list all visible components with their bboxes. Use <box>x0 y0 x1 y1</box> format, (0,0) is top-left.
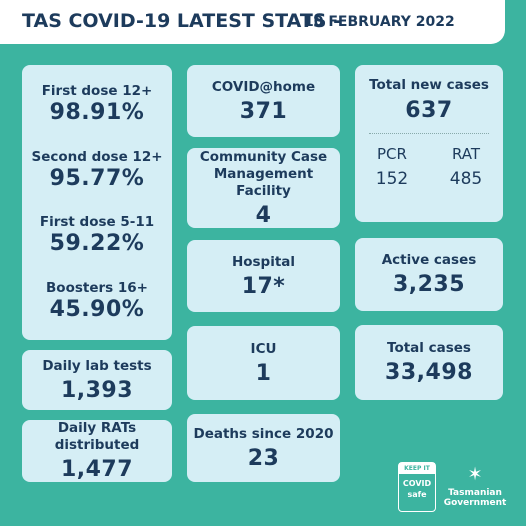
stat-value: 23 <box>247 445 280 471</box>
stat-label: Total new cases <box>369 77 489 93</box>
stat-value: 485 <box>449 169 483 189</box>
stat-label: Daily lab tests <box>42 357 152 374</box>
stat-value: 1,477 <box>60 457 134 482</box>
stat-value: 4 <box>255 202 272 228</box>
header: TAS COVID-19 LATEST STATS - 10 FEBRUARY … <box>0 0 505 44</box>
stat-label: PCR <box>377 145 407 163</box>
stat-panel: Community Case Management Facility 4 <box>187 148 340 228</box>
stat-label: First dose 12+ <box>41 82 153 99</box>
government-logo: ✶ Tasmanian Government <box>440 462 510 508</box>
stat-panel: Daily lab tests 1,393 <box>22 350 172 410</box>
stat-value: 95.77% <box>49 165 145 191</box>
divider <box>369 133 489 134</box>
stat-value: 152 <box>375 169 409 189</box>
stat-value: 17* <box>241 273 286 299</box>
stat-panel: Daily RATs distributed 1,477 <box>22 420 172 482</box>
stat-label: Deaths since 2020 <box>193 425 334 442</box>
stat-label: Community Case Management Facility <box>199 148 328 199</box>
stat-panel: Deaths since 2020 23 <box>187 414 340 482</box>
stat-label: ICU <box>250 340 277 357</box>
stat-panel: Total cases 33,498 <box>355 325 503 400</box>
stat-label: Total cases <box>387 340 471 356</box>
covid-safe-logo: KEEP IT COVID safe <box>398 462 436 512</box>
logo-text: KEEP IT <box>399 463 435 474</box>
stat-label: Hospital <box>231 253 296 270</box>
stat-panel: COVID@home 371 <box>187 65 340 137</box>
stat-value: 637 <box>405 98 453 123</box>
vaccination-panel: First dose 12+ 98.91% Second dose 12+ 95.7… <box>22 65 172 340</box>
stat-value: 3,235 <box>392 272 466 297</box>
date: 10 FEBRUARY 2022 <box>304 14 455 30</box>
logo-text: Tasmanian Government <box>443 488 507 508</box>
logo-text: COVID safe <box>402 479 432 499</box>
stat-panel: ICU 1 <box>187 326 340 400</box>
stat-label: Boosters 16+ <box>46 280 148 297</box>
stat-value: 59.22% <box>49 231 145 257</box>
title: TAS COVID-19 LATEST STATS - <box>22 10 341 32</box>
stat-value: 98.91% <box>49 99 145 125</box>
stat-value: 1 <box>255 360 272 386</box>
stat-label: RAT <box>451 145 481 163</box>
stat-value: 33,498 <box>385 360 473 385</box>
stat-label: COVID@home <box>211 78 316 95</box>
new-cases-panel: Total new cases 637 PCR 152 RAT 485 <box>355 65 503 222</box>
stat-value: 1,393 <box>60 377 134 403</box>
logo-emblem: ✶ <box>467 464 483 485</box>
stat-label: First dose 5-11 <box>39 214 155 231</box>
stat-label: Active cases <box>381 252 477 268</box>
stat-value: 371 <box>239 98 288 124</box>
stat-panel: Hospital 17* <box>187 240 340 312</box>
stat-panel: Active cases 3,235 <box>355 238 503 311</box>
stat-value: 45.90% <box>49 297 145 323</box>
stat-label: Daily RATs distributed <box>54 420 140 453</box>
stat-label: Second dose 12+ <box>31 148 163 165</box>
